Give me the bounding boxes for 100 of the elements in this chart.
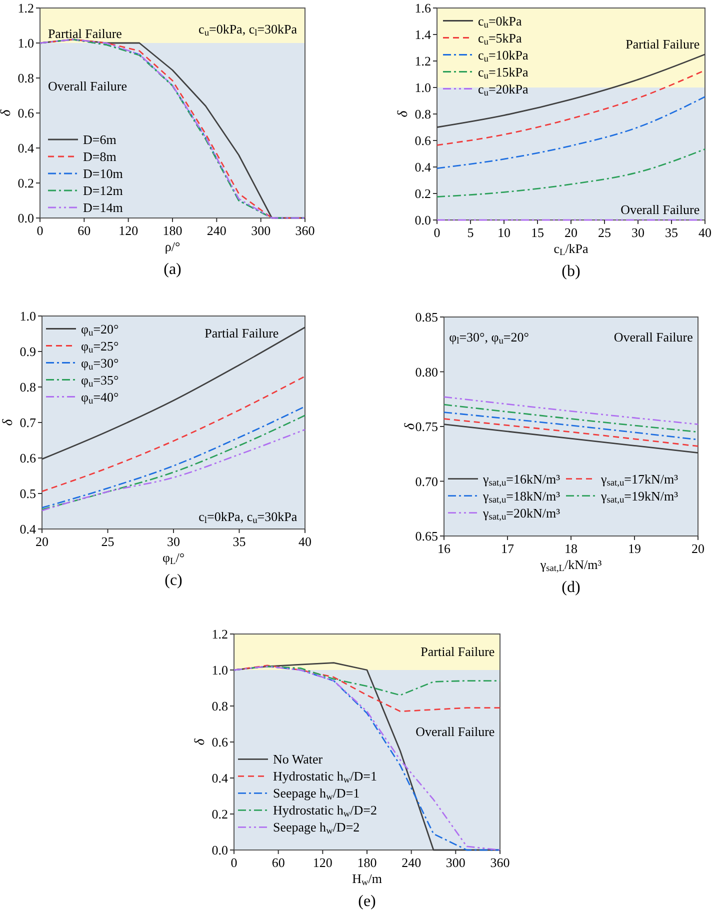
y-tick-label: 0.5 (20, 486, 36, 502)
y-tick-label: 0.0 (212, 842, 228, 858)
y-tick-label: 1.2 (212, 626, 228, 642)
x-tick-label: 20 (692, 541, 704, 556)
y-tick-label: 0.6 (212, 734, 228, 750)
legend-label: γ$_{sat,u}$=19kN/m³ (600, 488, 678, 506)
legend-label: γ$_{sat,u}$=18kN/m³ (482, 488, 560, 506)
x-tick-label: 30 (632, 225, 644, 240)
y-tick-label: 1.0 (18, 36, 34, 51)
x-tick-label: 180 (357, 855, 377, 870)
text: (b) (562, 263, 580, 280)
x-tick-label: 18 (564, 541, 578, 556)
y-tick-label: 1.2 (414, 54, 431, 69)
legend-label: φ$_{u}$=30° (81, 355, 119, 373)
legend-label: c$_{u}$=10kPa (478, 47, 529, 65)
y-tick-label: 0.0 (18, 210, 34, 226)
x-axis-title: ρ/° (164, 239, 180, 254)
x-tick-label: 60 (272, 855, 285, 870)
y-tick-label: 1.0 (212, 662, 228, 678)
y-tick-label: 0.85 (415, 310, 438, 325)
legend-label: c$_{u}$=20kPa (478, 81, 529, 99)
x-tick-label: 25 (598, 225, 611, 240)
y-tick-label: 1.6 (414, 0, 432, 16)
x-tick-label: 0 (434, 225, 440, 240)
annotation: c$_{u}$=0kPa, c$_{l}$=30kPa (198, 22, 298, 39)
x-tick-label: 25 (101, 534, 114, 549)
legend-label: γ$_{sat,u}$=16kN/m³ (482, 471, 560, 489)
legend-label: Hydrostatic h$_{w}$/D=1 (273, 768, 377, 786)
y-tick-label: 1.4 (414, 27, 432, 42)
legend-label: No Water (273, 752, 324, 767)
legend-label: D=8m (83, 149, 116, 164)
x-tick-label: 5 (467, 225, 474, 240)
y-tick-label: 0.4 (20, 522, 36, 537)
y-tick-label: 0.65 (415, 528, 438, 544)
x-tick-label: 40 (698, 225, 712, 240)
x-tick-label: 19 (628, 541, 641, 556)
x-tick-label: 30 (167, 534, 180, 549)
x-tick-label: 0 (36, 223, 44, 238)
x-tick-label: 180 (162, 223, 182, 238)
x-axis-title: H$_{w}$/m (352, 871, 382, 888)
line-series (41, 428, 306, 512)
legend-label: φ$_{u}$=35° (81, 372, 119, 390)
band-label: Overall Failure (620, 202, 700, 217)
y-tick-label: 0.2 (414, 186, 431, 202)
y-tick-label: 0.2 (212, 806, 228, 822)
x-tick-label: 20 (36, 534, 48, 549)
x-tick-label: 120 (312, 855, 332, 870)
text: (e) (358, 893, 376, 910)
legend-label: c$_{u}$=0kPa (478, 13, 522, 31)
y-tick-label: 0.4 (18, 140, 34, 156)
x-tick-label: 35 (665, 225, 678, 240)
y-tick-label: 1.2 (18, 0, 34, 16)
y-axis-title: δ (1, 418, 16, 426)
legend-label: Hydrostatic h$_{w}$/D=2 (273, 802, 377, 820)
x-tick-label: 300 (251, 223, 271, 238)
x-tick-label: 20 (564, 225, 578, 240)
band-label: Overall Failure (416, 724, 495, 739)
band-label: Partial Failure (626, 36, 700, 52)
y-tick-label: 0.6 (18, 106, 34, 121)
x-axis-title: γ$_{sat,L}$/kN/m³ (539, 557, 602, 574)
legend-label: Seepage h$_{w}$/D=1 (273, 786, 360, 803)
annotation: c$_{l}$=0kPa, c$_{u}$=30kPa (198, 508, 298, 526)
band-label: Partial Failure (48, 26, 122, 41)
x-tick-label: 60 (78, 223, 91, 238)
y-tick-label: 0.8 (414, 106, 431, 122)
y-axis-title: δ (0, 109, 14, 116)
y-tick-label: 0.75 (415, 419, 438, 434)
band-label: Partial Failure (420, 644, 495, 659)
y-tick-label: 0.6 (414, 133, 432, 148)
y-tick-label: 0.4 (414, 160, 432, 175)
band-label: Overall Failure (48, 78, 128, 94)
y-tick-label: 1.0 (414, 80, 431, 96)
annotation: φ$_{l}$=30°, φ$_{u}$=20° (449, 329, 529, 347)
x-tick-label: 300 (446, 855, 466, 870)
line-series (436, 148, 706, 198)
legend-label: D=6m (83, 132, 116, 148)
legend-label: D=10m (83, 166, 123, 182)
legend-label: γ$_{sat,u}$=17kN/m³ (600, 471, 678, 489)
x-axis-title: φ$_{L}$/° (162, 550, 185, 568)
y-tick-label: 1.0 (20, 308, 36, 324)
legend-label: c$_{u}$=5kPa (478, 30, 522, 48)
y-tick-label: 0.7 (20, 415, 36, 430)
y-tick-label: 0.0 (414, 212, 431, 228)
y-tick-label: 0.4 (212, 770, 228, 786)
y-tick-label: 0.8 (212, 698, 228, 714)
x-tick-label: 40 (298, 534, 312, 549)
band-label: Overall Failure (614, 329, 694, 344)
x-tick-label: 120 (118, 223, 138, 238)
x-tick-label: 10 (498, 225, 510, 240)
line-series (436, 96, 706, 170)
legend-label: γ$_{sat,u}$=20kN/m³ (482, 505, 560, 523)
y-tick-label: 0.70 (415, 474, 438, 489)
annotation: Partial Failure (204, 326, 279, 341)
x-axis-title: c$_{L}$/kPa (554, 241, 589, 258)
x-tick-label: 17 (501, 541, 514, 556)
text: (c) (164, 572, 182, 589)
x-tick-label: 240 (402, 855, 422, 870)
x-tick-label: 35 (232, 534, 246, 549)
y-axis-title: δ (396, 110, 411, 118)
x-tick-label: 16 (438, 541, 451, 556)
